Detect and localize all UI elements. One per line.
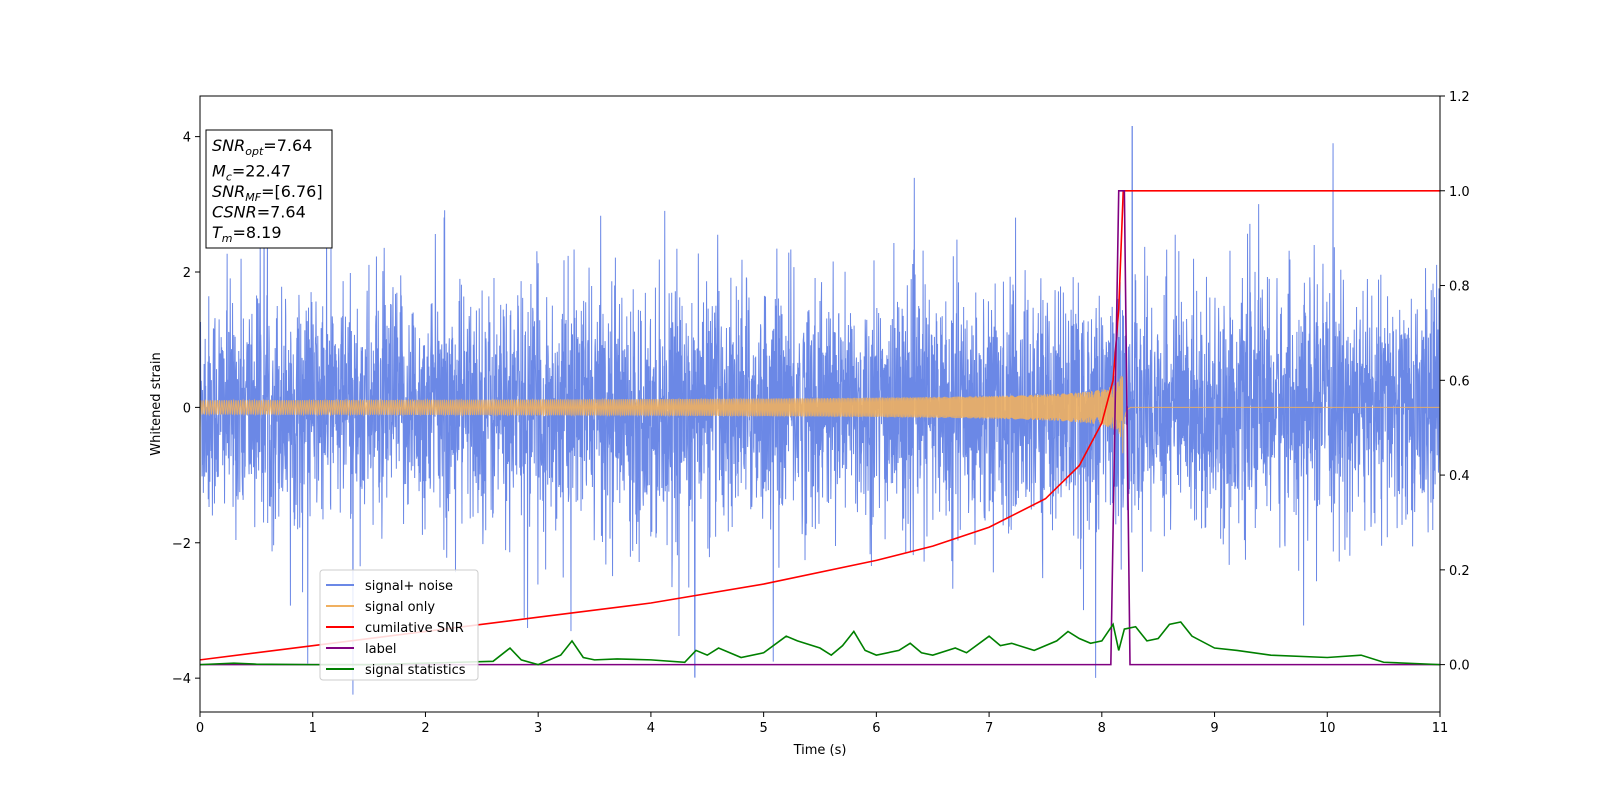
x-tick-label: 5 xyxy=(759,721,767,736)
x-tick-label: 7 xyxy=(985,721,993,736)
y2-tick-label: 0.4 xyxy=(1449,469,1470,484)
x-tick-label: 9 xyxy=(1210,721,1218,736)
info-line: SNRopt=7.64 xyxy=(212,136,312,158)
plot-frame xyxy=(199,95,1441,713)
info-line: Tm=8.19 xyxy=(212,223,282,245)
y2-tick-label: 0.8 xyxy=(1449,280,1470,295)
y2-tick-label: 0.6 xyxy=(1449,374,1470,389)
y2-tick-label: 0.0 xyxy=(1449,659,1470,674)
legend-label: label xyxy=(365,642,396,657)
legend-frame xyxy=(319,569,479,681)
legend-label: signal statistics xyxy=(365,663,466,678)
x-tick-label: 3 xyxy=(534,721,542,736)
x-tick-label: 11 xyxy=(1432,721,1449,736)
info-line: SNRMF=[6.76] xyxy=(212,182,323,204)
info-box: SNRopt=7.64 Mc=22.47SNRMF=[6.76]CSNR=7.64… xyxy=(205,129,333,249)
legend-label: signal only xyxy=(365,600,435,615)
series-signal-statistics xyxy=(200,621,1440,666)
x-tick-label: 4 xyxy=(647,721,655,736)
series-label xyxy=(200,189,1440,666)
info-line: Mc=22.47 xyxy=(212,162,291,184)
x-tick-label: 8 xyxy=(1098,721,1106,736)
legend-label: signal+ noise xyxy=(365,579,453,594)
y2-tick-label: 0.2 xyxy=(1449,564,1470,579)
y-tick-label: 4 xyxy=(183,131,191,146)
info-line: CSNR=7.64 xyxy=(212,203,306,222)
info-box-frame xyxy=(205,129,333,249)
y2-tick-label: 1.2 xyxy=(1449,90,1470,105)
x-tick-label: 0 xyxy=(196,721,204,736)
y-tick-label: −4 xyxy=(172,672,191,687)
y-tick-label: −2 xyxy=(172,537,191,552)
series-signal-only xyxy=(200,375,1440,454)
x-tick-label: 10 xyxy=(1319,721,1336,736)
y-tick-label: 2 xyxy=(183,266,191,281)
y-axis-label: Whitened strain xyxy=(149,352,164,455)
legend: signal+ noise signal only cumilative SNR la… xyxy=(319,569,479,681)
series-signal-noise xyxy=(200,125,1440,695)
legend-label: cumilative SNR xyxy=(365,621,464,636)
x-axis-label: Time (s) xyxy=(793,743,847,758)
y2-tick-label: 1.0 xyxy=(1449,185,1470,200)
x-tick-label: 1 xyxy=(309,721,317,736)
x-tick-label: 6 xyxy=(872,721,880,736)
x-tick-label: 2 xyxy=(421,721,429,736)
y-tick-label: 0 xyxy=(183,401,191,416)
